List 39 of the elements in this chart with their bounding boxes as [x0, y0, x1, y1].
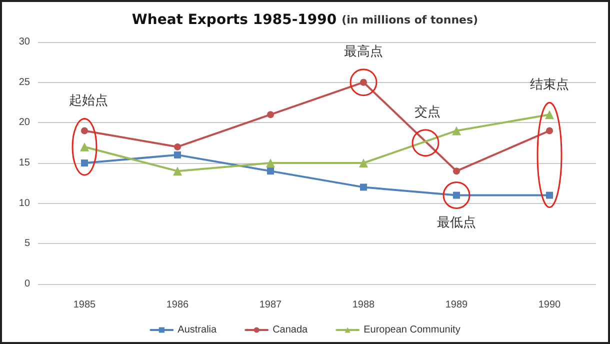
- point: [174, 143, 181, 150]
- point: [81, 127, 88, 134]
- point: [80, 142, 89, 152]
- y-tick-label: 30: [18, 36, 30, 48]
- chart-subtitle: (in millions of tonnes): [342, 14, 478, 26]
- y-tick-label: 15: [18, 158, 30, 168]
- point: [173, 166, 182, 176]
- annotation: 起始点: [69, 94, 108, 109]
- point: [452, 126, 461, 136]
- legend-label: Australia: [178, 324, 218, 336]
- y-tick-label: 20: [18, 117, 30, 128]
- point: [81, 160, 88, 166]
- x-tick-label: 1988: [352, 300, 376, 310]
- point: [545, 110, 554, 120]
- y-tick-label: 0: [24, 278, 30, 290]
- x-tick-label: 1990: [538, 300, 562, 310]
- legend-label: Canada: [272, 324, 308, 336]
- x-tick-label: 1987: [259, 300, 282, 310]
- point: [174, 151, 181, 158]
- point: [359, 158, 368, 168]
- annotation: 最低点: [437, 215, 476, 230]
- x-tick-label: 1985: [73, 300, 96, 310]
- point: [267, 111, 274, 118]
- annotation: 交点: [414, 104, 440, 120]
- y-tick-label: 10: [18, 198, 30, 209]
- chart-title: Wheat Exports 1985-1990: [132, 12, 337, 28]
- point: [360, 184, 367, 191]
- point: [453, 168, 460, 175]
- y-tick-label: 25: [18, 76, 30, 88]
- point: [266, 158, 275, 168]
- annotation: 结束点: [530, 78, 569, 93]
- y-tick-label: 5: [24, 238, 30, 250]
- x-tick-label: 1989: [445, 300, 468, 310]
- annotation: 最高点: [344, 43, 383, 60]
- point: [546, 127, 553, 134]
- legend-label: European Community: [364, 324, 460, 336]
- x-tick-label: 1986: [166, 300, 190, 310]
- point: [546, 192, 553, 199]
- point: [267, 168, 274, 175]
